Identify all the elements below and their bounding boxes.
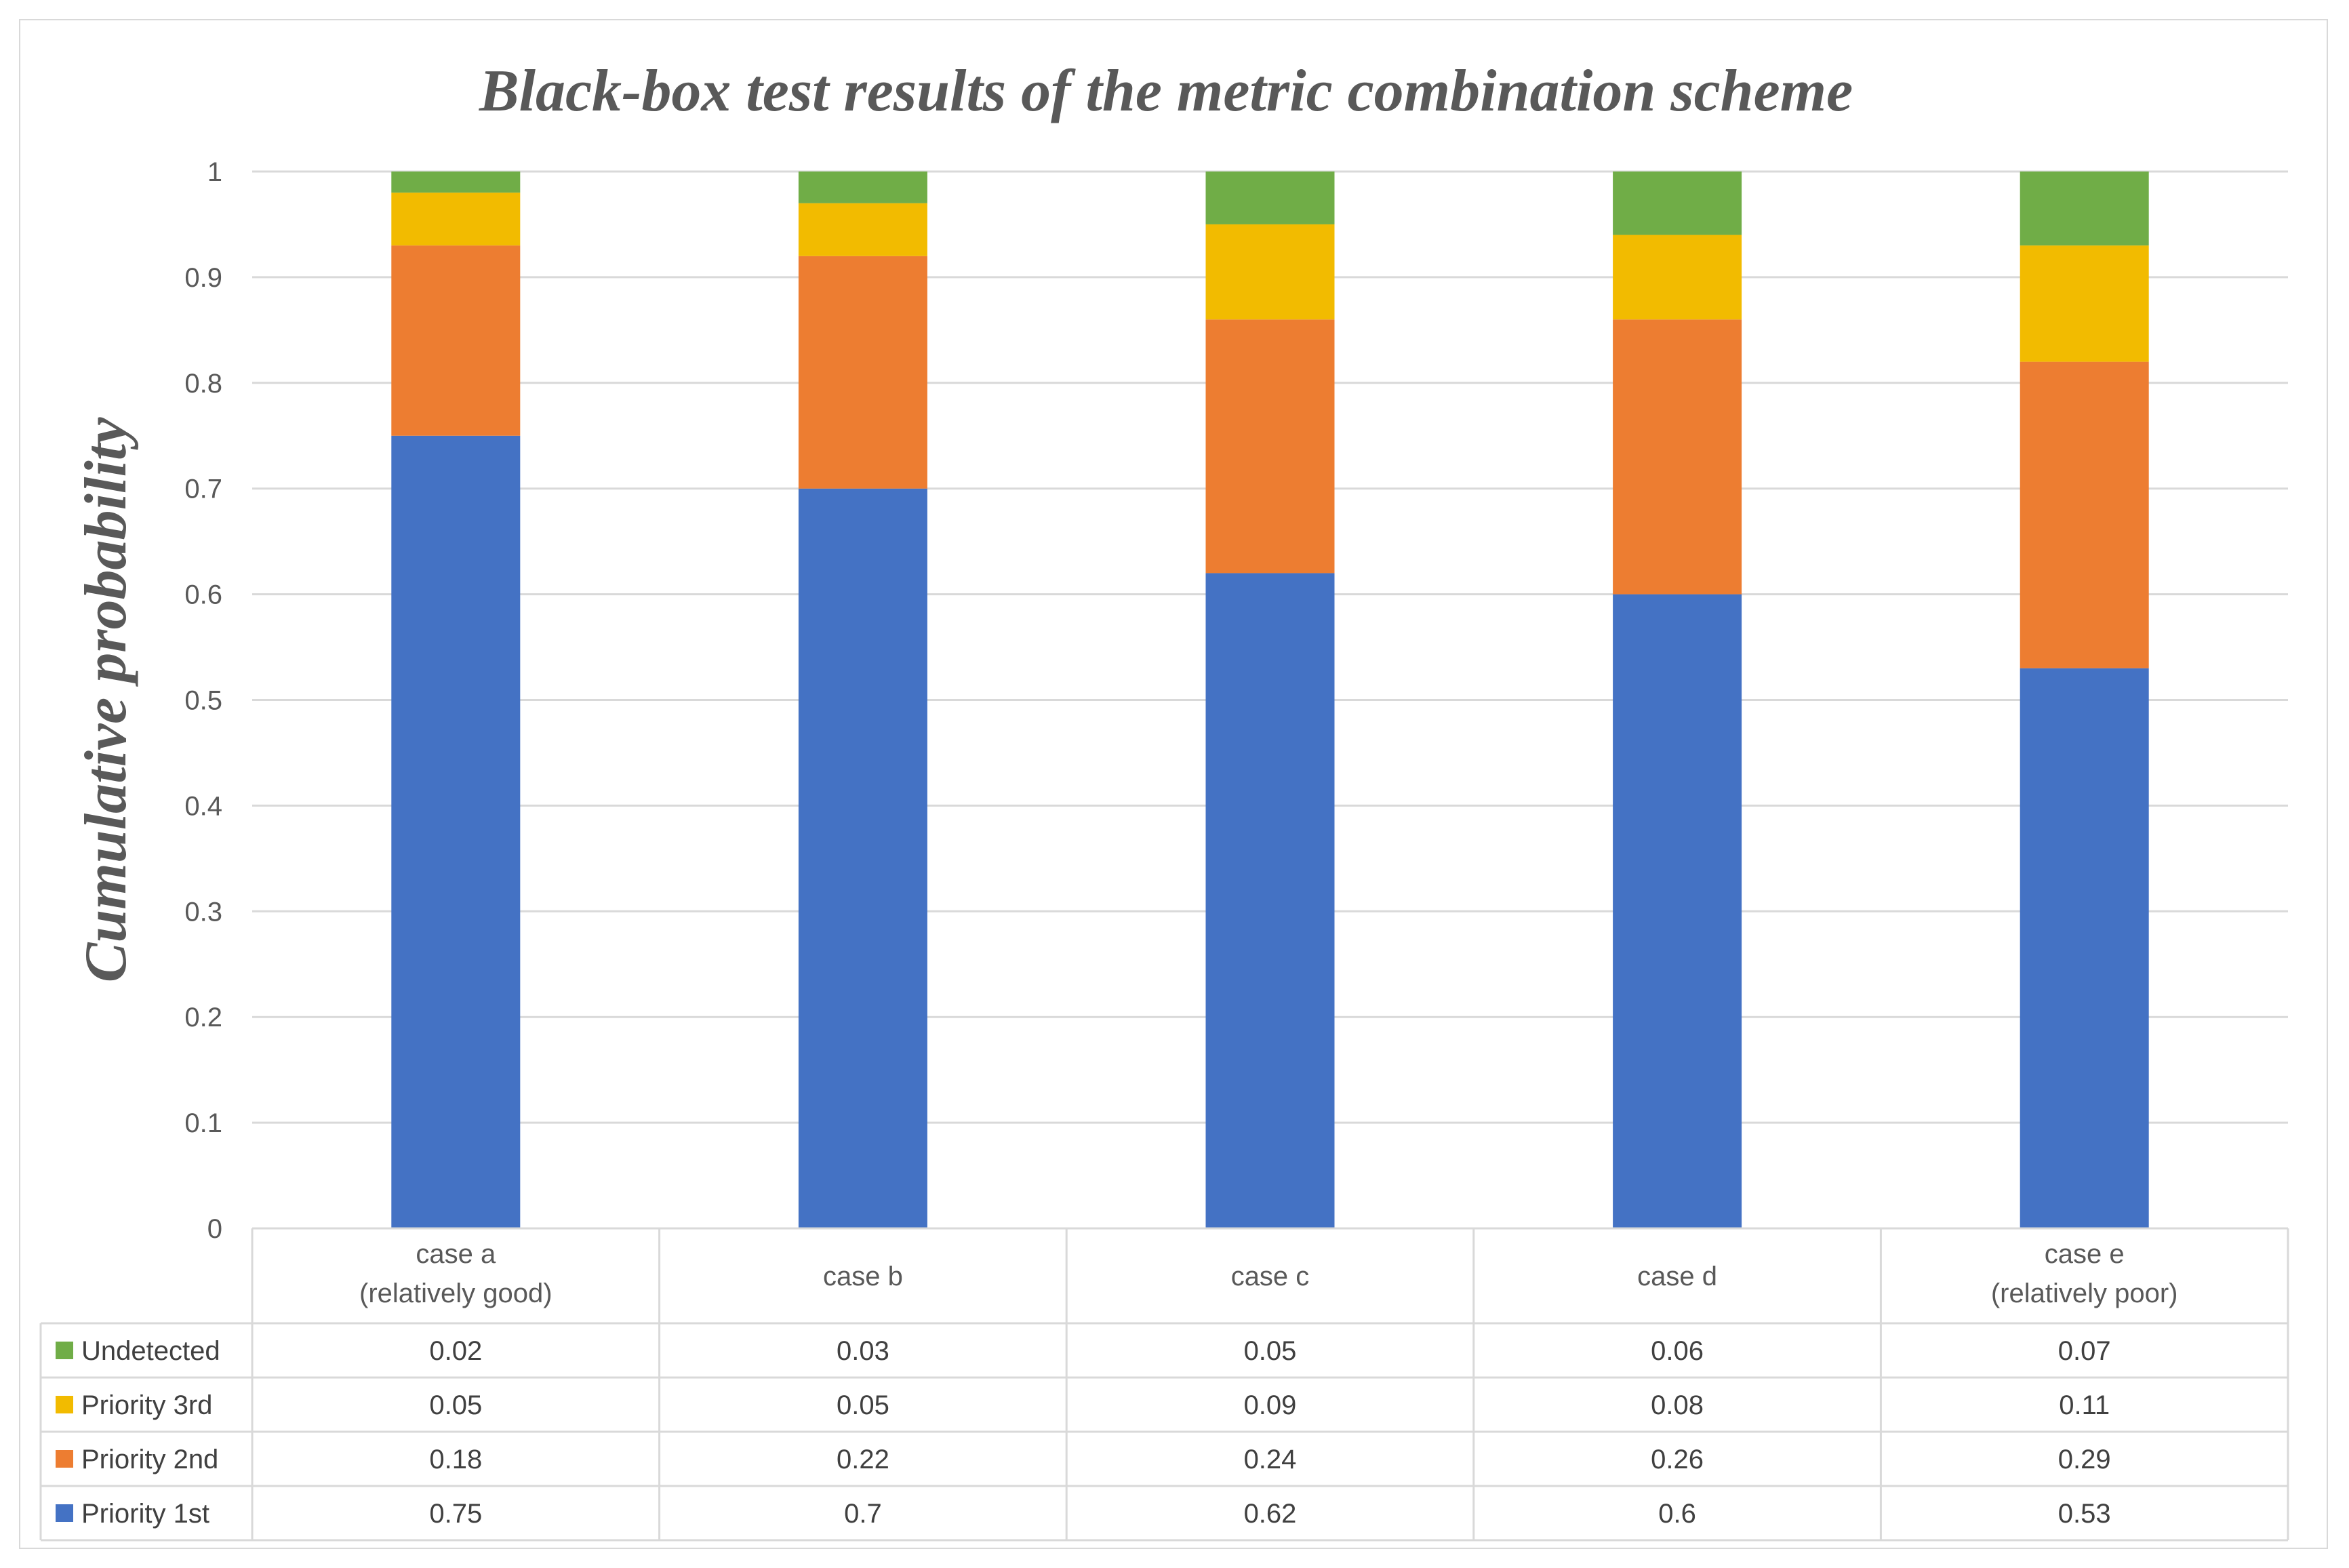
bar-undetected xyxy=(391,172,521,193)
data-table-cell: 0.22 xyxy=(837,1445,889,1474)
chart-title: Black-box test results of the metric com… xyxy=(479,58,1853,124)
y-tick-label: 0.1 xyxy=(184,1108,222,1138)
data-table-cell: 0.6 xyxy=(1658,1499,1696,1529)
y-tick-label: 0.7 xyxy=(184,475,222,504)
data-table-cell: 0.11 xyxy=(2059,1390,2110,1420)
data-table-cell: 0.07 xyxy=(2058,1336,2111,1366)
x-category-label: (relatively good) xyxy=(359,1279,553,1308)
y-tick-label: 0.6 xyxy=(184,580,222,610)
data-table-cell: 0.53 xyxy=(2058,1499,2111,1529)
bar-priority-2nd xyxy=(798,256,927,489)
bar-priority-1st xyxy=(391,435,521,1228)
data-table-cell: 0.02 xyxy=(429,1336,482,1366)
bar-priority-3rd xyxy=(1205,224,1335,320)
data-table-cell: 0.08 xyxy=(1651,1390,1704,1420)
y-tick-label: 0 xyxy=(207,1214,222,1244)
bar-priority-3rd xyxy=(1613,235,1742,320)
legend-entry: Priority 1st xyxy=(81,1499,209,1529)
bar-undetected xyxy=(1205,172,1335,224)
data-table-cell: 0.05 xyxy=(837,1390,889,1420)
bar-priority-2nd xyxy=(1205,319,1335,574)
y-tick-label: 0.8 xyxy=(184,369,222,399)
bar-priority-3rd xyxy=(391,193,521,246)
data-table-cell: 0.05 xyxy=(429,1390,482,1420)
x-category-label: case d xyxy=(1637,1262,1717,1291)
legend-entry: Priority 2nd xyxy=(81,1445,218,1474)
data-table-cell: 0.18 xyxy=(429,1445,482,1474)
x-category-label: case b xyxy=(823,1262,903,1291)
bar-priority-1st xyxy=(1613,594,1742,1228)
legend-swatch-priority-1st xyxy=(56,1504,73,1522)
y-tick-label: 0.5 xyxy=(184,686,222,716)
data-table-cell: 0.29 xyxy=(2058,1445,2111,1474)
y-axis-label: Cumulative probability xyxy=(73,417,139,983)
bar-priority-3rd xyxy=(798,203,927,256)
x-category-label: case c xyxy=(1231,1262,1310,1291)
data-table-cell: 0.09 xyxy=(1244,1390,1297,1420)
bar-priority-2nd xyxy=(391,245,521,436)
legend-entry: Priority 3rd xyxy=(81,1390,212,1420)
bar-undetected xyxy=(798,172,927,203)
data-table-cell: 0.24 xyxy=(1244,1445,1297,1474)
bar-priority-3rd xyxy=(2020,245,2149,362)
y-tick-label: 0.2 xyxy=(184,1003,222,1032)
bar-priority-2nd xyxy=(2020,361,2149,668)
bar-priority-2nd xyxy=(1613,319,1742,595)
legend-swatch-undetected xyxy=(56,1342,73,1359)
bar-priority-1st xyxy=(1205,573,1335,1228)
data-table-cell: 0.26 xyxy=(1651,1445,1704,1474)
bar-undetected xyxy=(2020,172,2149,246)
x-category-label: case e xyxy=(2045,1239,2125,1269)
x-category-label: case a xyxy=(416,1239,496,1269)
data-table-cell: 0.62 xyxy=(1244,1499,1297,1529)
y-tick-label: 0.4 xyxy=(184,791,222,821)
data-table-cell: 0.05 xyxy=(1244,1336,1297,1366)
legend-swatch-priority-3rd xyxy=(56,1396,73,1413)
data-table-cell: 0.75 xyxy=(429,1499,482,1529)
y-tick-label: 0.9 xyxy=(184,263,222,293)
data-table-cell: 0.7 xyxy=(844,1499,882,1529)
bar-undetected xyxy=(1613,172,1742,235)
legend-swatch-priority-2nd xyxy=(56,1450,73,1468)
bar-priority-1st xyxy=(2020,668,2149,1228)
y-tick-label: 0.3 xyxy=(184,897,222,927)
x-category-label: (relatively poor) xyxy=(1991,1279,2178,1308)
legend-entry: Undetected xyxy=(81,1336,220,1366)
bar-priority-1st xyxy=(798,488,927,1229)
data-table-cell: 0.06 xyxy=(1651,1336,1704,1366)
y-tick-label: 1 xyxy=(207,157,222,187)
data-table-cell: 0.03 xyxy=(837,1336,889,1366)
